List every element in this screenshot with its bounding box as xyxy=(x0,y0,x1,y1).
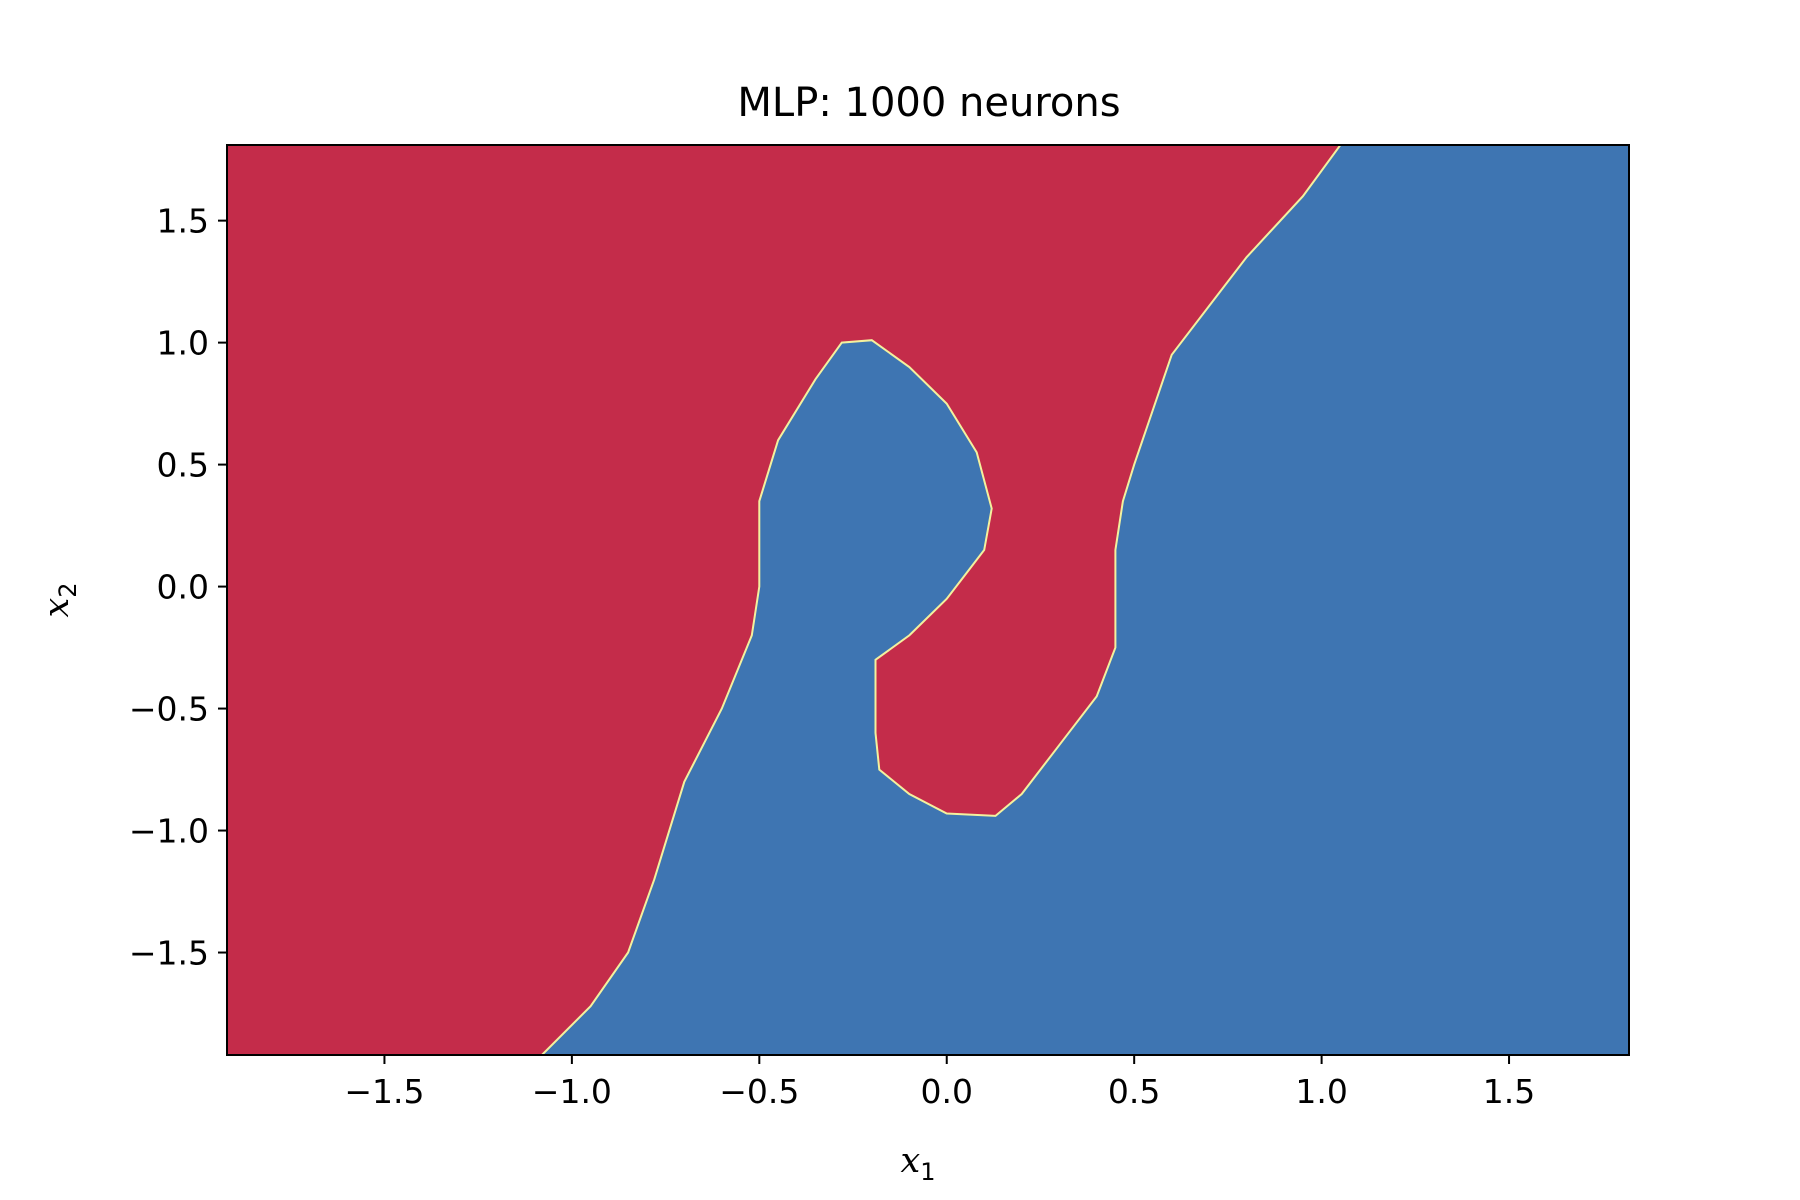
y-tick-label: −1.0 xyxy=(129,812,209,851)
chart-title: MLP: 1000 neurons xyxy=(737,80,1120,126)
x-tick-label: −1.5 xyxy=(344,1072,424,1111)
y-tick-label: −0.5 xyxy=(129,690,209,729)
x-axis-label-sub: 1 xyxy=(920,1158,935,1186)
x-tick-label: 0.5 xyxy=(1108,1072,1160,1111)
y-tick-label: 0.5 xyxy=(157,446,209,485)
y-axis-label: x2 xyxy=(37,582,82,617)
x-tick-label: 1.0 xyxy=(1295,1072,1347,1111)
y-axis-label-base: x xyxy=(37,598,77,618)
x-tick-label: −0.5 xyxy=(719,1072,799,1111)
x-axis-label-base: x xyxy=(900,1141,920,1181)
y-tick-label: 1.5 xyxy=(157,202,209,241)
plot-area xyxy=(227,145,1629,1055)
red-class-region xyxy=(227,145,1342,1055)
x-axis-label: x1 xyxy=(900,1141,935,1186)
y-tick-label: −1.5 xyxy=(129,934,209,973)
x-tick-label: 0.0 xyxy=(921,1072,973,1111)
x-tick-label: −1.0 xyxy=(532,1072,612,1111)
x-axis: −1.5 −1.0 −0.5 0.0 0.5 1.0 1.5 xyxy=(344,1055,1535,1111)
y-tick-label: 1.0 xyxy=(157,324,209,363)
x-tick-label: 1.5 xyxy=(1483,1072,1535,1111)
y-tick-label: 0.0 xyxy=(157,568,209,607)
y-axis: 1.5 1.0 0.5 0.0 −0.5 −1.0 −1.5 xyxy=(129,202,227,973)
plot-frame xyxy=(226,144,1630,1056)
y-axis-label-sub: 2 xyxy=(54,582,82,597)
